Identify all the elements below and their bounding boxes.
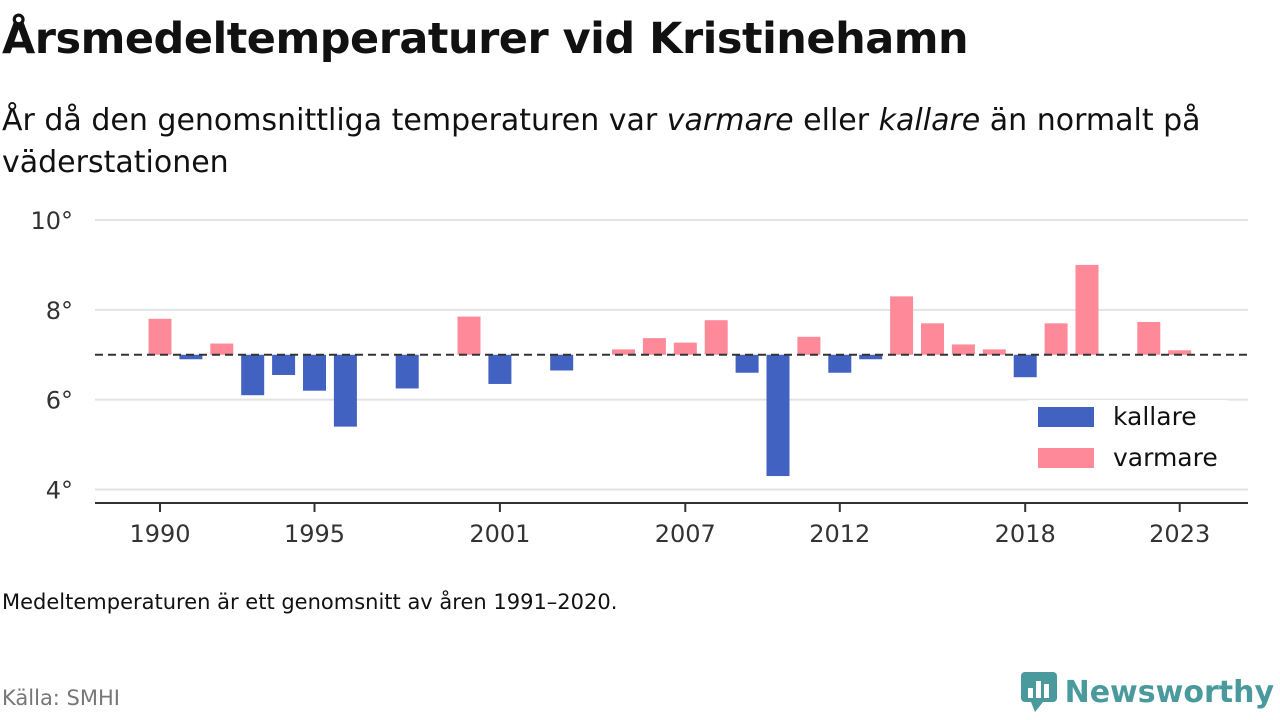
newsworthy-icon <box>1020 672 1057 712</box>
x-tick-label: 2018 <box>995 520 1056 548</box>
bar-kallare <box>395 354 419 389</box>
y-axis-ticks: 4° 6° 8° 10° <box>30 207 73 505</box>
chart-subtitle: År då den genomsnittliga temperaturen va… <box>2 100 1272 184</box>
bar-kallare <box>303 354 326 391</box>
x-tick-label: 2001 <box>469 520 530 548</box>
x-tick-label: 2007 <box>655 520 716 548</box>
grid-lines <box>95 219 1248 491</box>
bar-kallare <box>488 354 512 384</box>
x-tick-label: 1995 <box>284 520 345 548</box>
bar-kallare <box>1013 354 1037 378</box>
legend: kallare varmare <box>1028 400 1228 488</box>
subtitle-text-2: eller <box>793 103 879 138</box>
source-label: Källa: SMHI <box>2 686 120 710</box>
chart-title: Årsmedeltemperaturer vid Kristinehamn <box>2 14 969 64</box>
bar-kallare <box>333 354 357 427</box>
bar-varmare <box>797 336 821 355</box>
bar-kallare <box>859 354 883 360</box>
subtitle-text-1: År då den genomsnittliga temperaturen va… <box>2 103 667 138</box>
bar-varmare <box>890 296 914 355</box>
bar-varmare <box>704 320 728 355</box>
bar-kallare <box>828 354 852 373</box>
legend-label-kallare: kallare <box>1113 402 1197 431</box>
bar-varmare <box>642 338 666 355</box>
y-tick-label: 4° <box>46 477 73 505</box>
bar-varmare <box>1075 264 1099 355</box>
brand-name: Newsworthy <box>1064 674 1274 710</box>
bar-kallare <box>179 354 203 360</box>
bar-varmare <box>457 316 481 355</box>
bar-series <box>148 264 1192 477</box>
y-tick-label: 8° <box>46 297 73 325</box>
x-tick-label: 1990 <box>129 520 190 548</box>
legend-swatch-varmare <box>1038 448 1094 468</box>
subtitle-warm-word: varmare <box>666 103 794 138</box>
subtitle-cold-word: kallare <box>878 103 981 138</box>
x-tick-label: 2023 <box>1149 520 1210 548</box>
legend-swatch-kallare <box>1038 407 1094 427</box>
x-tick-label: 2012 <box>809 520 870 548</box>
bar-varmare <box>982 349 1006 355</box>
bar-varmare <box>148 318 172 355</box>
bar-kallare <box>766 354 790 477</box>
bar-varmare <box>1044 323 1068 355</box>
bar-kallare <box>550 354 574 371</box>
bar-varmare <box>612 349 635 355</box>
bar-varmare <box>673 342 697 355</box>
bar-varmare <box>1168 350 1192 355</box>
x-axis-ticks: 1990 1995 2001 2007 2012 2018 2023 <box>129 503 1210 548</box>
y-tick-label: 10° <box>30 207 73 235</box>
bar-kallare <box>735 354 759 373</box>
bar-varmare <box>921 323 944 355</box>
bar-varmare <box>1137 321 1161 355</box>
bar-varmare <box>210 343 234 355</box>
bar-kallare <box>241 354 265 396</box>
y-tick-label: 6° <box>46 387 73 415</box>
bar-kallare <box>272 354 296 375</box>
legend-label-varmare: varmare <box>1113 443 1218 472</box>
temperature-bar-chart: 4° 6° 8° 10° 1990 1995 2001 2007 2012 2018 2023 k… <box>30 207 1248 548</box>
footnote: Medeltemperaturen är ett genomsnitt av å… <box>2 590 618 614</box>
brand-logo: Newsworthy <box>1020 670 1274 714</box>
bar-varmare <box>951 344 975 355</box>
subtitle-text-3: än normalt på väderstationen <box>2 103 1201 180</box>
